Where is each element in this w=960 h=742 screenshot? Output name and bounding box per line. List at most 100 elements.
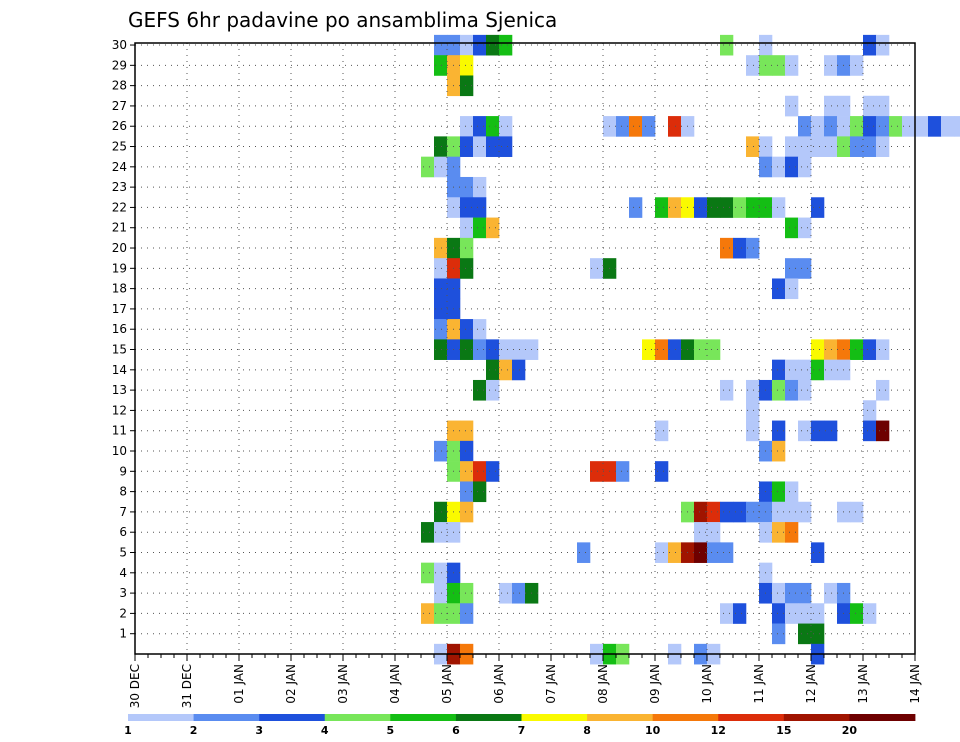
precip-cell	[720, 197, 734, 218]
precip-cell	[486, 136, 500, 157]
x-tick-label: 02 JAN	[284, 664, 298, 704]
x-tick-label: 01 JAN	[232, 664, 246, 704]
precip-cell	[421, 522, 435, 543]
y-tick-label: 9	[119, 464, 127, 478]
precip-cell	[486, 116, 500, 137]
y-tick-label: 26	[112, 119, 127, 133]
precip-cell	[798, 217, 812, 239]
precip-cell	[460, 55, 474, 76]
precip-cell	[486, 34, 500, 56]
precip-cell	[473, 339, 487, 360]
x-axis: 30 DEC 31 DEC 01 JAN 02 JAN 03 JAN 04 JAN 05 J…	[128, 654, 922, 708]
precip-cell	[655, 197, 669, 218]
precip-cell	[473, 461, 487, 482]
precip-cell	[707, 501, 721, 523]
colorbar-swatch	[652, 714, 719, 721]
precip-cell	[811, 603, 825, 624]
y-tick-label: 30	[112, 38, 127, 52]
precip-cell	[772, 481, 786, 503]
precip-cell	[772, 522, 786, 543]
precip-cell	[863, 400, 877, 421]
y-tick-label: 19	[112, 261, 127, 275]
precip-cell	[785, 95, 799, 117]
precip-cell	[746, 55, 760, 76]
y-tick-label: 22	[112, 200, 127, 214]
precip-cell	[863, 136, 877, 157]
precip-cell	[785, 217, 799, 239]
precip-cell	[785, 522, 799, 543]
precip-cell	[668, 339, 682, 360]
precip-cell	[863, 420, 877, 442]
x-tick-label: 14 JAN	[908, 664, 922, 704]
precip-cell	[499, 116, 513, 137]
x-tick-label: 07 JAN	[544, 664, 558, 704]
precip-cell	[421, 156, 435, 178]
precip-cell	[707, 522, 721, 543]
precip-cell	[707, 542, 721, 563]
precip-cell	[811, 542, 825, 563]
precip-cell	[720, 379, 734, 401]
precip-cell	[460, 420, 474, 442]
precip-cell	[694, 522, 708, 543]
precip-cell	[434, 440, 448, 462]
precip-cell	[460, 339, 474, 360]
precip-cell	[876, 95, 890, 117]
precip-cell	[707, 197, 721, 218]
precip-cell	[460, 603, 474, 624]
precip-cell	[746, 237, 760, 259]
heatmap-cells	[421, 34, 960, 665]
precip-cell	[421, 562, 435, 584]
precip-cell	[941, 116, 955, 137]
precip-cell	[876, 379, 890, 401]
precip-cell	[772, 278, 786, 300]
precip-cell	[434, 258, 448, 279]
precip-cell	[785, 359, 799, 381]
precip-cell	[785, 582, 799, 604]
y-tick-label: 25	[112, 140, 127, 154]
precip-cell	[824, 339, 838, 360]
colorbar-label: 7	[518, 724, 526, 737]
precip-cell	[863, 339, 877, 360]
colorbar-label: 6	[452, 724, 460, 737]
precip-cell	[629, 197, 643, 218]
precip-cell	[746, 400, 760, 421]
precip-cell	[512, 359, 526, 381]
y-tick-label: 16	[112, 322, 127, 336]
precip-cell	[746, 501, 760, 523]
precip-cell	[772, 582, 786, 604]
precip-cell	[512, 339, 526, 360]
y-tick-label: 15	[112, 343, 127, 357]
y-tick-label: 12	[112, 403, 127, 417]
x-tick-label: 30 DEC	[128, 664, 142, 708]
precip-cell	[811, 136, 825, 157]
precip-cell	[434, 562, 448, 584]
precip-cell	[772, 420, 786, 442]
precip-cell	[577, 542, 591, 563]
precip-cell	[434, 522, 448, 543]
colorbar-label: 15	[776, 724, 791, 737]
precip-cell	[473, 34, 487, 56]
precip-cell	[824, 116, 838, 137]
precip-cell	[668, 542, 682, 563]
precip-cell	[850, 116, 864, 137]
y-tick-label: 21	[112, 221, 127, 235]
precip-cell	[720, 237, 734, 259]
precip-cell	[850, 501, 864, 523]
x-tick-label: 08 JAN	[596, 664, 610, 704]
precip-cell	[460, 440, 474, 462]
colorbar-label: 10	[645, 724, 661, 737]
precip-cell	[460, 75, 474, 97]
precip-cell	[746, 136, 760, 157]
precip-cell	[434, 603, 448, 624]
precip-cell	[434, 298, 448, 320]
precip-cell	[590, 258, 604, 279]
precip-cell	[876, 136, 890, 157]
precip-cell	[798, 603, 812, 624]
precip-cell	[720, 542, 734, 563]
colorbar-swatch	[849, 714, 916, 721]
y-tick-label: 6	[119, 525, 127, 539]
x-tick-label: 12 JAN	[804, 664, 818, 704]
precip-cell	[772, 379, 786, 401]
precip-cell	[655, 542, 669, 563]
precip-cell	[798, 379, 812, 401]
